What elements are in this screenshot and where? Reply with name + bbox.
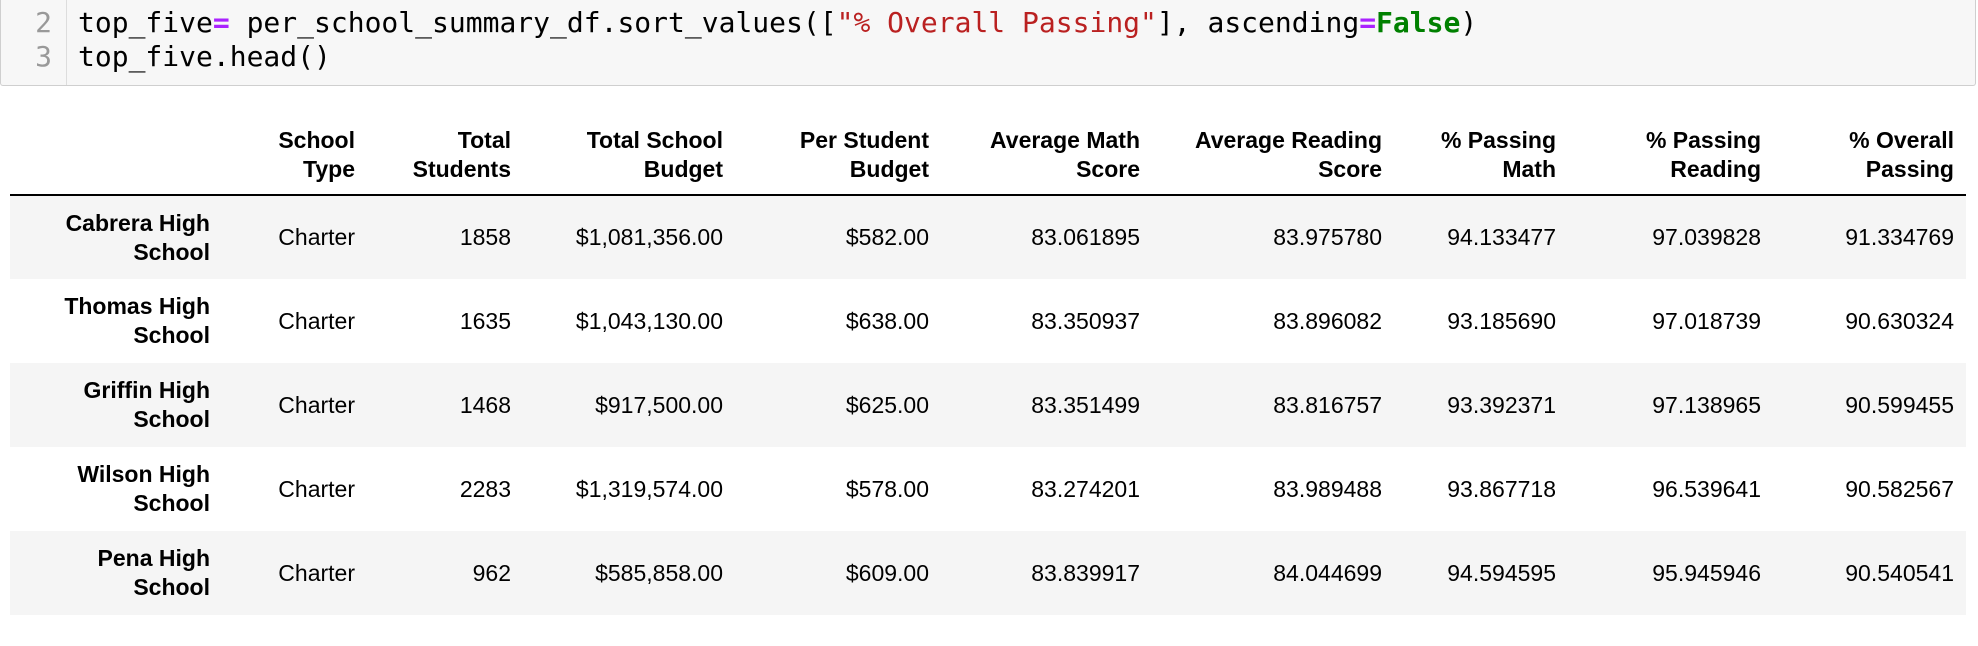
table-cell: Charter [278, 224, 355, 250]
header-row: School Type Total Students Total School … [10, 126, 1966, 196]
table-cell: 83.351499 [1031, 391, 1140, 418]
column-header: % Passing Reading [1568, 126, 1773, 196]
table-cell: 962 [472, 559, 511, 586]
row-index-label: Griffin High School [83, 377, 210, 432]
table-cell: 95.945946 [1652, 559, 1761, 586]
index-header [10, 126, 222, 196]
code-line-head[interactable]: top_five.head() [78, 40, 331, 74]
table-cell: 97.039828 [1652, 224, 1761, 250]
table-cell: 1635 [459, 307, 511, 334]
table-cell: 94.594595 [1447, 559, 1556, 586]
table-cell: 83.350937 [1031, 307, 1140, 334]
table-body: Cabrera High School Charter 1858 $1,081,… [10, 195, 1966, 615]
table-cell: 97.138965 [1652, 391, 1761, 418]
column-header: School Type [222, 126, 367, 196]
table-row: Griffin High School Charter 1468 $917,50… [10, 363, 1966, 447]
code-token-keyword: False [1376, 6, 1461, 39]
table-cell: $585,858.00 [595, 559, 723, 586]
table-cell: Charter [278, 307, 355, 334]
table-row: Thomas High School Charter 1635 $1,043,1… [10, 279, 1966, 363]
row-index-label: Wilson High School [77, 461, 210, 516]
table-cell: $625.00 [845, 391, 929, 418]
table-cell: $917,500.00 [595, 391, 723, 418]
table-row: Cabrera High School Charter 1858 $1,081,… [10, 195, 1966, 279]
line-number-gutter: 2 3 [1, 0, 67, 85]
table-cell: 94.133477 [1447, 224, 1556, 250]
row-index-label: Pena High School [97, 545, 210, 600]
table-cell: 91.334769 [1845, 224, 1954, 250]
table-cell: 83.975780 [1273, 224, 1382, 250]
table-cell: Charter [278, 391, 355, 418]
table-cell: 83.061895 [1031, 224, 1140, 250]
row-index-label: Cabrera High School [65, 209, 210, 265]
table-cell: 93.867718 [1447, 475, 1556, 502]
table-cell: 1468 [459, 391, 511, 418]
row-index-label: Thomas High School [64, 293, 210, 348]
table-cell: $582.00 [845, 224, 929, 250]
table-cell: 1858 [459, 224, 511, 250]
table-cell: 90.540541 [1845, 559, 1954, 586]
table-cell: 83.816757 [1273, 391, 1382, 418]
column-header: Per Student Budget [735, 126, 941, 196]
column-header: Total School Budget [523, 126, 735, 196]
column-header: % Overall Passing [1773, 126, 1966, 196]
table-cell: 83.839917 [1031, 559, 1140, 586]
table-header: School Type Total Students Total School … [10, 126, 1966, 196]
table-row: Wilson High School Charter 2283 $1,319,5… [10, 447, 1966, 531]
table-cell: 2283 [459, 475, 511, 502]
code-token: ) [1460, 6, 1478, 39]
table-cell: 83.274201 [1031, 475, 1140, 502]
table-cell: 93.185690 [1447, 307, 1556, 334]
table-cell: $1,319,574.00 [575, 475, 723, 502]
table-cell: $578.00 [845, 475, 929, 502]
table-cell: 93.392371 [1447, 391, 1556, 418]
code-token-operator: = [1359, 6, 1377, 39]
table-cell: 96.539641 [1652, 475, 1761, 502]
column-header: % Passing Math [1394, 126, 1568, 196]
table-cell: 83.989488 [1273, 475, 1382, 502]
column-header: Average Math Score [941, 126, 1152, 196]
table-cell: Charter [278, 475, 355, 502]
table-cell: $1,043,130.00 [575, 307, 723, 334]
table-row: Pena High School Charter 962 $585,858.00… [10, 531, 1966, 615]
table-cell: Charter [278, 559, 355, 586]
line-number: 2 [35, 6, 52, 39]
table-cell: 90.630324 [1845, 307, 1954, 334]
code-token: per_school_summary_df.sort_values([ [229, 6, 837, 39]
code-token-operator: = [212, 6, 230, 39]
code-token: ], ascending [1156, 6, 1360, 39]
table-cell: 84.044699 [1273, 559, 1382, 586]
column-header: Total Students [367, 126, 523, 196]
output-area: School Type Total Students Total School … [10, 126, 1966, 615]
code-token-string: "% Overall Passing" [836, 6, 1157, 39]
column-header: Average Reading Score [1152, 126, 1394, 196]
table-cell: 90.582567 [1845, 475, 1954, 502]
dataframe-table: School Type Total Students Total School … [10, 126, 1966, 615]
code-line-sort[interactable]: top_five= per_school_summary_df.sort_val… [78, 6, 1477, 40]
table-cell: 90.599455 [1845, 391, 1954, 418]
table-cell: $1,081,356.00 [575, 224, 723, 250]
table-cell: $638.00 [845, 307, 929, 334]
table-cell: 97.018739 [1652, 307, 1761, 334]
line-number: 3 [35, 40, 52, 73]
table-cell: $609.00 [845, 559, 929, 586]
code-cell[interactable]: 2 3 top_five= per_school_summary_df.sort… [0, 0, 1976, 86]
table-cell: 83.896082 [1273, 307, 1382, 334]
code-token: top_five [78, 6, 213, 39]
code-token: top_five.head() [78, 40, 331, 73]
